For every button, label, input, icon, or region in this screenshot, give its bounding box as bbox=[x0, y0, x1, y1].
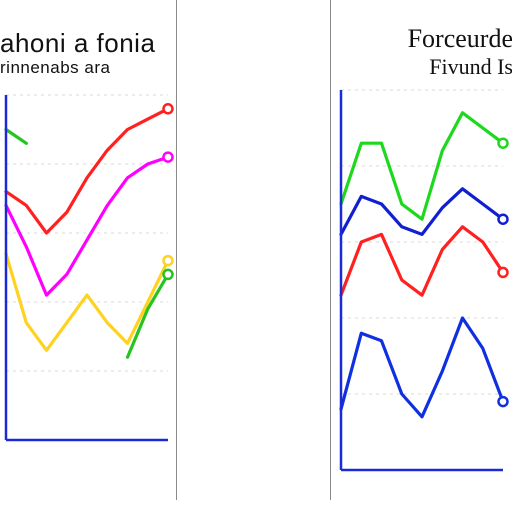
right-chart-series-marker-1 bbox=[497, 213, 509, 225]
left-chart-series-line-0 bbox=[4, 107, 170, 235]
right-chart-series-marker-0 bbox=[497, 137, 509, 149]
left-chart-series-line-1 bbox=[4, 155, 170, 297]
right-chart-series-line-1 bbox=[339, 187, 505, 236]
right-chart-series-line-2 bbox=[339, 225, 505, 297]
right-chart-series-marker-2 bbox=[497, 266, 509, 279]
left-chart-panel: ahoni a fonia rinnenabs ara bbox=[0, 0, 177, 500]
left-chart-title: ahoni a fonia bbox=[0, 28, 156, 58]
right-chart-series-line-3 bbox=[339, 316, 505, 419]
right-chart-panel: Forceurde Fivund Is bbox=[330, 0, 512, 500]
left-chart-subtitle: rinnenabs ara bbox=[0, 58, 111, 77]
left-chart-series-marker-3 bbox=[162, 268, 174, 281]
right-chart-subtitle: Fivund Is bbox=[429, 54, 512, 79]
left-line-chart bbox=[4, 94, 174, 442]
right-chart-series-marker-3 bbox=[497, 395, 509, 408]
left-chart-series-marker-2 bbox=[162, 254, 174, 267]
left-chart-series-marker-0 bbox=[162, 103, 174, 115]
right-chart-series-line-0 bbox=[339, 111, 505, 221]
right-line-chart bbox=[339, 89, 509, 472]
right-chart-title: Forceurde bbox=[407, 24, 512, 53]
left-chart-series-marker-1 bbox=[162, 151, 174, 163]
left-chart-series-line-3 bbox=[4, 127, 170, 359]
left-chart-series-line-2 bbox=[4, 252, 170, 352]
